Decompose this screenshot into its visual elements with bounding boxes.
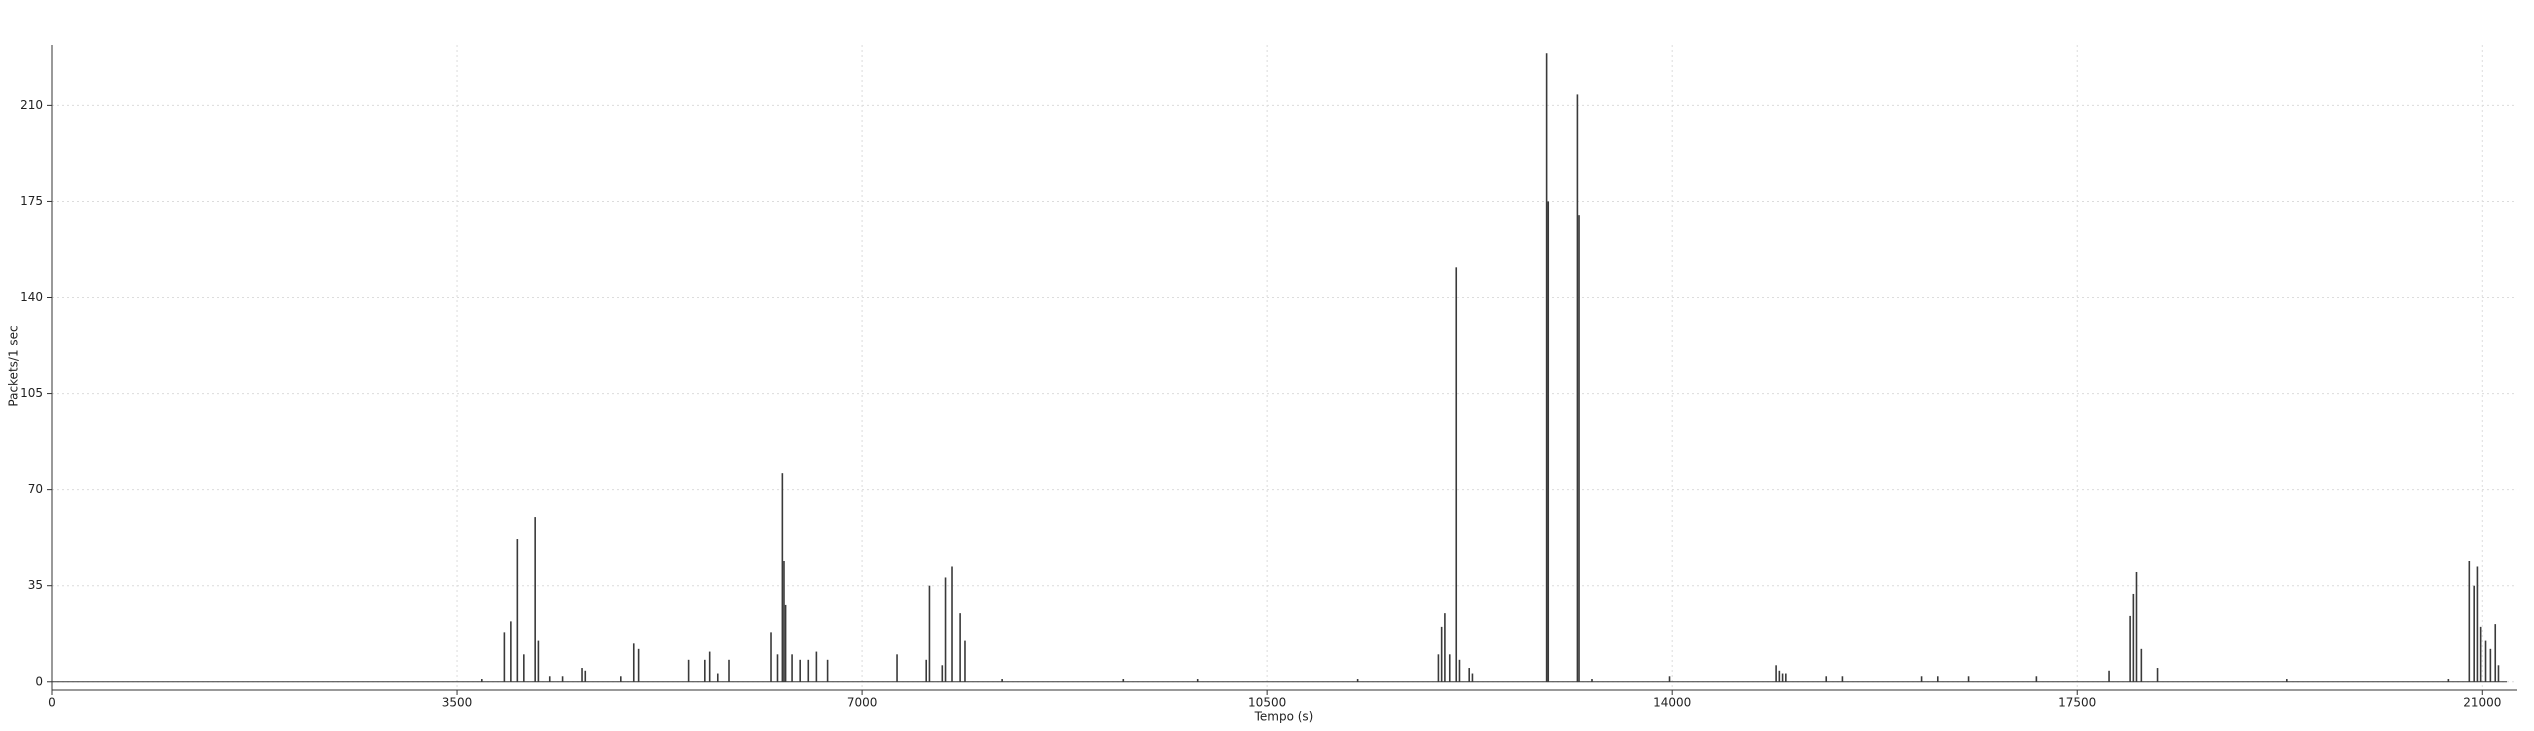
x-tick-label: 7000 (847, 696, 878, 710)
bar (581, 668, 583, 682)
bar (1967, 676, 1970, 682)
bar (2447, 679, 2450, 682)
bar (2484, 640, 2487, 682)
bar (2286, 679, 2288, 682)
bar (815, 651, 818, 682)
bar (1591, 679, 1593, 682)
bar (548, 676, 551, 682)
bar (776, 654, 779, 682)
bar (964, 640, 966, 682)
bar (2156, 668, 2159, 682)
bar (2129, 615, 2131, 682)
bar (1437, 654, 1440, 682)
bar (2135, 571, 2138, 682)
bar (481, 679, 483, 682)
y-tick-label: 105 (20, 386, 43, 400)
x-tick-label: 3500 (442, 696, 473, 710)
bar (928, 585, 931, 682)
bar (1458, 659, 1461, 682)
bar (826, 659, 829, 682)
y-axis-label: Packets/1 sec (7, 325, 21, 406)
y-tick-label: 140 (20, 290, 43, 304)
bar (1781, 673, 1784, 682)
bar (632, 643, 635, 682)
bar (783, 561, 785, 682)
bar (1001, 679, 1003, 682)
y-tick-label: 0 (35, 674, 43, 688)
bar (503, 632, 506, 682)
bar (1936, 676, 1939, 682)
bar (620, 676, 622, 682)
bar (523, 654, 525, 682)
x-tick-label: 14000 (1653, 696, 1691, 710)
bar (708, 651, 711, 682)
bar (791, 654, 793, 682)
bar (925, 659, 928, 682)
bar (2489, 648, 2492, 682)
bar (2497, 665, 2500, 682)
x-tick-label: 10500 (1248, 696, 1286, 710)
bar (2108, 670, 2110, 682)
y-tick-label: 35 (28, 578, 43, 592)
bar (2473, 585, 2475, 682)
bar (896, 654, 898, 682)
bar (584, 670, 587, 682)
bar (807, 659, 810, 682)
bar (1468, 668, 1471, 682)
x-axis-label: Tempo (s) (1254, 710, 1314, 724)
bar (941, 665, 944, 682)
bar (534, 517, 536, 682)
bar (1444, 613, 1446, 682)
bar (1547, 201, 1550, 682)
bar (637, 648, 640, 682)
bar (1576, 94, 1579, 682)
bar (1920, 676, 1923, 682)
bar (2476, 566, 2479, 682)
bar (1785, 673, 1787, 682)
bar (1545, 53, 1548, 682)
bar (2494, 624, 2497, 682)
bar (537, 640, 540, 682)
bar (951, 566, 953, 682)
bar (2035, 676, 2038, 682)
bar (1356, 679, 1359, 682)
bar (784, 604, 787, 682)
bar (1775, 665, 1777, 682)
bar (770, 632, 772, 682)
bar (516, 539, 519, 682)
bar (1578, 215, 1580, 682)
bar (716, 673, 719, 682)
bar (1825, 676, 1828, 682)
bar (1668, 676, 1671, 682)
bar (2132, 593, 2135, 682)
y-tick-label: 175 (20, 194, 43, 208)
bar (1841, 676, 1844, 682)
x-tick-label: 0 (48, 696, 56, 710)
bar (2468, 561, 2471, 682)
bar (2140, 648, 2143, 682)
bar (1122, 679, 1125, 682)
bar (1471, 673, 1474, 682)
bar (510, 621, 512, 682)
bar (687, 659, 690, 682)
bar (1448, 654, 1451, 682)
y-tick-label: 210 (20, 98, 43, 112)
bar (1455, 267, 1458, 682)
x-tick-label: 21000 (2463, 696, 2501, 710)
bar (781, 473, 784, 682)
bar (959, 613, 961, 682)
bar (1196, 679, 1199, 682)
y-tick-label: 70 (28, 482, 43, 496)
bar (2479, 626, 2482, 682)
bar (561, 676, 564, 682)
x-tick-label: 17500 (2058, 696, 2096, 710)
bar (799, 659, 801, 682)
bar (1440, 626, 1443, 682)
bar (728, 659, 730, 682)
bar (1778, 670, 1781, 682)
bar (704, 659, 706, 682)
bar (944, 577, 947, 682)
